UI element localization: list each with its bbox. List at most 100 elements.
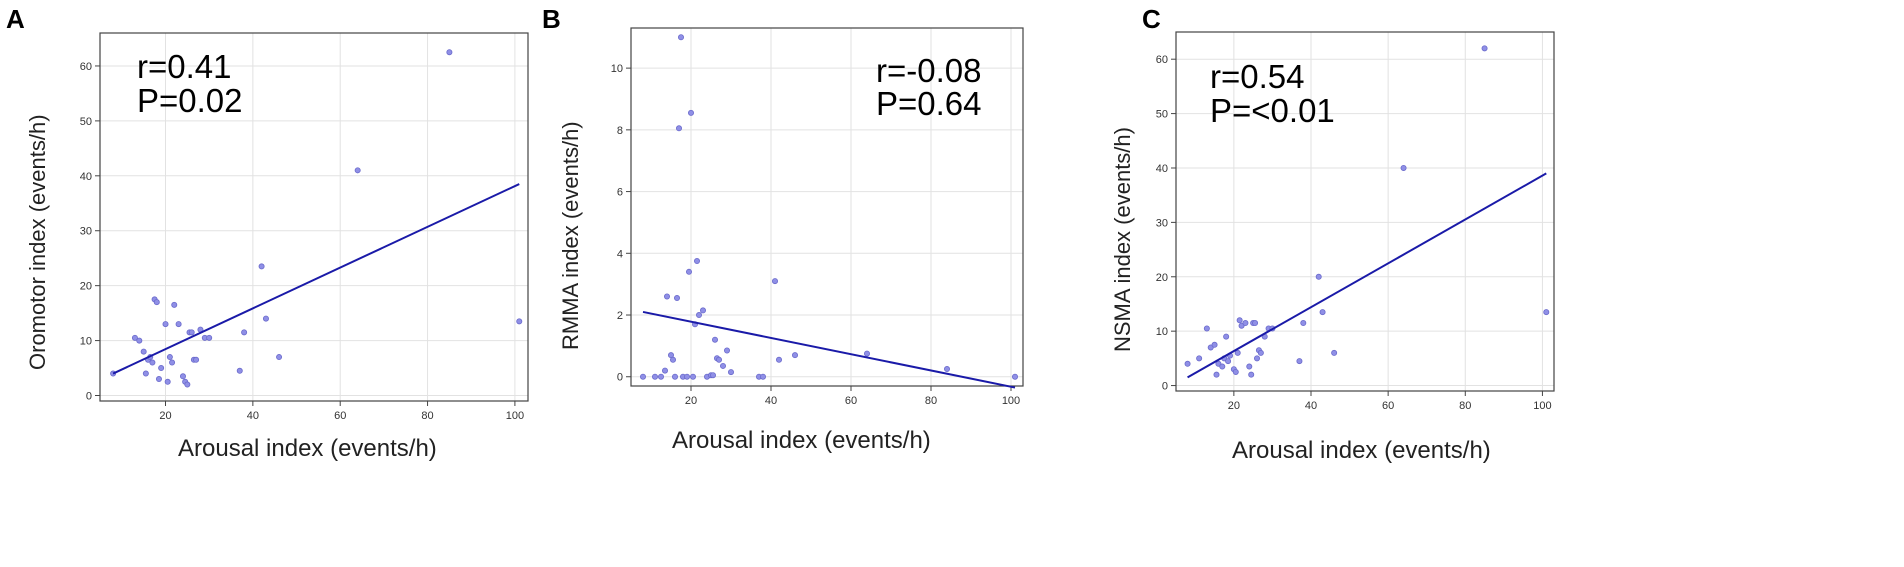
panel-b-y-tick-label: 8 [617, 125, 623, 137]
panel-b-data-point [688, 109, 695, 116]
panel-a-data-point [131, 334, 138, 341]
panel-b-data-point [658, 373, 665, 380]
panel-a-x-tick-label: 40 [247, 410, 259, 422]
panel-b-y-axis-label: RMMA index (events/h) [558, 121, 583, 350]
panel-a-x-tick-label: 80 [421, 410, 433, 422]
panel-a-data-point [149, 359, 156, 366]
panel-b-data-point [672, 373, 679, 380]
panel-a-r-value: r=0.41 [137, 48, 232, 85]
panel-a-data-point [276, 354, 283, 361]
panel-c-data-point [1248, 371, 1255, 378]
panel-a-y-tick-label: 40 [80, 171, 92, 183]
panel-c-y-tick-label: 40 [1156, 163, 1168, 175]
panel-b-data-point [728, 369, 735, 376]
panel-c-data-point [1232, 368, 1239, 375]
panel-b-x-tick-label: 100 [1002, 395, 1020, 407]
panel-a-y-tick-label: 60 [80, 61, 92, 73]
panel-a: A r=0.41 P=0.02 Arousal index (events/h)… [6, 4, 529, 462]
panel-a-data-point [140, 348, 147, 355]
panel-a-regression-line [112, 183, 520, 375]
panel-b-y-tick-label: 4 [617, 248, 623, 260]
panel-b-data-point [760, 373, 767, 380]
panel-a-data-point [262, 315, 269, 322]
panel-a-data-point [166, 354, 173, 361]
panel-a-data-point [206, 334, 213, 341]
panel-b-y-tick-label: 0 [617, 372, 623, 384]
panel-c-regression-line [1187, 172, 1547, 379]
panel-a-x-tick-label: 60 [334, 410, 346, 422]
panel-c-data-point [1257, 349, 1264, 356]
panel-a-data-point [169, 359, 176, 366]
panel-b-data-point [944, 366, 951, 373]
panel-a-data-point [142, 370, 149, 377]
panel-c-y-tick-label: 60 [1156, 54, 1168, 66]
panel-b-data-point [710, 372, 717, 379]
panel-a-data-point [236, 367, 243, 374]
panel-c-y-tick-label: 20 [1156, 272, 1168, 284]
panel-c-y-tick-label: 10 [1156, 326, 1168, 338]
panel-a-data-point [153, 299, 160, 306]
panel-c-p-value: P=<0.01 [1210, 92, 1335, 129]
panel-b-p-value: P=0.64 [876, 85, 982, 122]
panel-c-data-point [1234, 349, 1241, 356]
panel-c-plot-frame [1175, 31, 1555, 392]
panel-a-data-point [155, 376, 162, 383]
panel-a-plot-frame [99, 32, 529, 402]
panel-c-y-axis-label: NSMA index (events/h) [1110, 127, 1135, 352]
panel-c-y-tick-label: 0 [1162, 381, 1168, 393]
panel-c-data-point [1400, 164, 1407, 171]
panel-a-y-tick-label: 20 [80, 281, 92, 293]
panel-a-data-point [158, 365, 165, 372]
panel-c-data-point [1211, 341, 1218, 348]
panel-a-data-point [258, 263, 265, 270]
panel-c-y-tick-label: 30 [1156, 217, 1168, 229]
panel-c-data-point [1319, 309, 1326, 316]
panel-c-data-point [1300, 320, 1307, 327]
panel-b-data-point [724, 347, 731, 354]
panel-a-data-point [175, 321, 182, 328]
panel-a-x-axis-label: Arousal index (events/h) [178, 435, 437, 462]
panel-a-p-value: P=0.02 [137, 82, 243, 119]
panel-a-gridlines [100, 33, 528, 401]
panel-c-data-point [1543, 309, 1550, 316]
panel-c-x-tick-label: 60 [1382, 400, 1394, 412]
panel-c-data-point [1254, 355, 1261, 362]
panel-a-data-point [193, 356, 200, 363]
panel-b-y-tick-label: 6 [617, 187, 623, 199]
panel-b-data-point [678, 34, 685, 41]
panel-b-data-point [690, 373, 697, 380]
panel-c-data-point [1219, 363, 1226, 370]
panel-c-data-point [1184, 360, 1191, 367]
panel-a-letter: A [6, 4, 25, 34]
panel-a-y-tick-label: 50 [80, 116, 92, 128]
panel-a-y-tick-label: 0 [86, 391, 92, 403]
panel-a-data-point [184, 381, 191, 388]
panel-b-data-point [696, 312, 703, 319]
panel-b-data-point [1012, 373, 1019, 380]
panel-a-data-point [171, 301, 178, 308]
panel-b-data-point [652, 373, 659, 380]
panel-a-y-axis-label: Oromotor index (events/h) [25, 114, 50, 370]
panel-b-data-point [640, 373, 647, 380]
panel-c-data-point [1223, 333, 1230, 340]
panel-c-data-point [1315, 273, 1322, 280]
panel-c-x-tick-label: 40 [1305, 400, 1317, 412]
panel-b-x-tick-label: 80 [925, 395, 937, 407]
panel-b-data-point [694, 258, 701, 265]
panel-b-plot-frame [630, 27, 1024, 387]
panel-c: C r=0.54 P=<0.01 Arousal index (events/h… [1110, 4, 1555, 464]
panel-c-data-point [1296, 358, 1303, 365]
panel-b-regression-line [642, 310, 1016, 389]
panel-c-data-point [1331, 349, 1338, 356]
panel-c-data-point [1252, 320, 1259, 327]
panel-c-x-tick-label: 80 [1459, 400, 1471, 412]
panel-c-data-point [1236, 317, 1243, 324]
panel-c-data-point [1203, 325, 1210, 332]
panel-b-letter: B [542, 4, 561, 34]
panel-b-data-point [776, 356, 783, 363]
panel-b-data-point [674, 295, 681, 302]
panel-b-data-point [720, 362, 727, 369]
panel-a-data-point [136, 337, 143, 344]
panel-a-y-tick-label: 10 [80, 336, 92, 348]
